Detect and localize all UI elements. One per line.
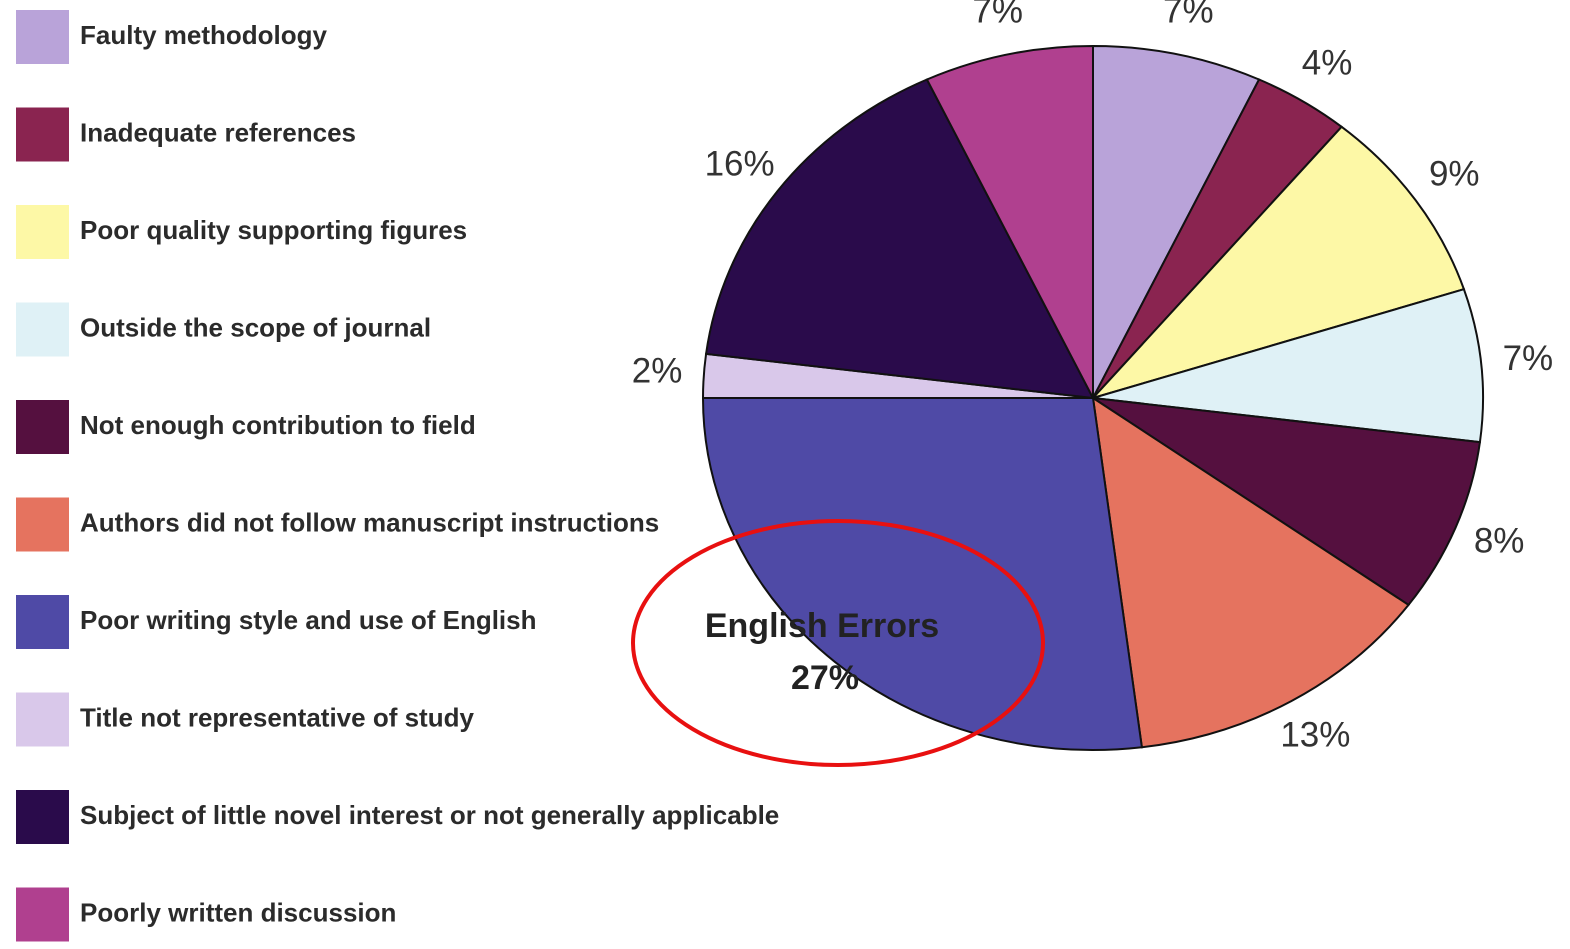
- legend-swatch: [16, 692, 69, 747]
- value-label: 16%: [705, 145, 775, 184]
- value-labels: 7% 4% 9% 7% 8% 13% 27% 2% 16% 7%: [632, 0, 1553, 755]
- value-label: 8%: [1474, 521, 1525, 560]
- value-label: 13%: [1280, 716, 1350, 755]
- annotation: English Errors: [705, 607, 939, 645]
- legend-label: Inadequate references: [80, 117, 356, 147]
- value-label: 2%: [632, 351, 683, 390]
- pie-slice: [1091, 395, 1410, 749]
- pie: [701, 44, 1484, 751]
- value-label: 7%: [972, 0, 1023, 31]
- legend-label: Title not representative of study: [80, 702, 474, 732]
- pie-slice: [701, 397, 1144, 751]
- legend-swatch: [16, 497, 69, 552]
- legend-label: Outside the scope of journal: [80, 312, 431, 342]
- legend: Faulty methodology Inadequate references P…: [16, 10, 779, 942]
- legend-label: Poor quality supporting figures: [80, 215, 467, 245]
- pie-slice: [1092, 288, 1484, 444]
- legend-label: Not enough contribution to field: [80, 410, 476, 440]
- pie-slice: [1089, 125, 1466, 400]
- pie-slice: [1092, 44, 1261, 399]
- legend-swatch: [16, 887, 69, 942]
- pie-slice: [925, 44, 1094, 399]
- pie-slice: [704, 78, 1095, 400]
- legend-swatch: [16, 205, 69, 259]
- value-label: 9%: [1429, 155, 1480, 194]
- legend-label: Subject of little novel interest or not …: [80, 800, 779, 830]
- value-label: 27%: [791, 659, 859, 697]
- legend-swatch: [16, 302, 69, 357]
- legend-label: Authors did not follow manuscript instru…: [80, 507, 659, 537]
- legend-swatch: [16, 790, 69, 844]
- legend-label: Faulty methodology: [80, 20, 328, 50]
- value-label: 7%: [1503, 339, 1554, 378]
- legend-swatch: [16, 400, 69, 454]
- highlight-ellipse: [631, 519, 1045, 767]
- legend-label: Poor writing style and use of English: [80, 605, 537, 635]
- legend-swatch: [16, 595, 69, 649]
- pie-slice: [1092, 397, 1482, 607]
- value-label: 7%: [1163, 0, 1214, 31]
- legend-swatch: [16, 10, 69, 64]
- legend-swatch: [16, 107, 69, 162]
- value-label: 4%: [1302, 43, 1353, 82]
- legend-label: Poorly written discussion: [80, 897, 396, 927]
